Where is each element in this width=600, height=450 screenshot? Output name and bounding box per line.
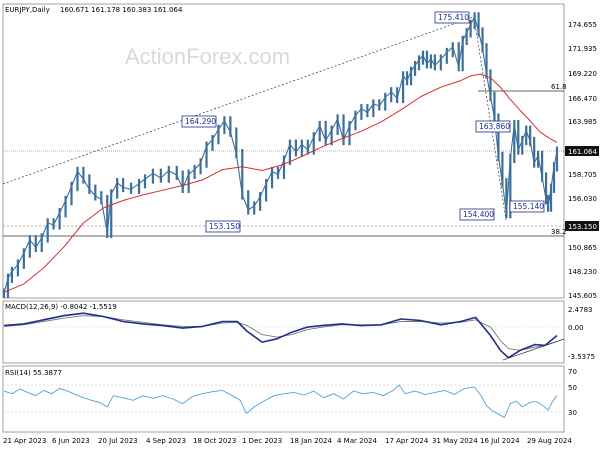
macd-line	[3, 312, 558, 359]
price-tick: 158.705	[568, 171, 597, 179]
macd-panel-frame	[2, 300, 565, 364]
macd-series	[3, 312, 558, 359]
rsi-panel-frame	[2, 365, 565, 433]
rsi-tick: 30	[568, 409, 577, 417]
price-tick: 171.935	[568, 45, 597, 53]
svg-text:175.410: 175.410	[438, 13, 469, 22]
price-tick: 166.470	[568, 95, 597, 103]
fib-38-label: 38.2	[551, 228, 567, 236]
macd-tick: 2.4783	[568, 306, 593, 314]
support-price-tag-text: 153.150	[568, 223, 597, 231]
price-axis: 174.655 171.935 169.220 166.470 163.985 …	[568, 21, 597, 300]
x-tick: 18 Oct 2023	[193, 437, 236, 445]
price-tick: 148.230	[568, 268, 597, 276]
svg-text:164.290: 164.290	[185, 117, 216, 126]
rsi-series	[3, 384, 558, 418]
pivot-label-153150: 153.150	[205, 220, 241, 233]
x-tick: 18 Jan 2024	[290, 437, 333, 445]
current-price-tag-text: 161.064	[568, 148, 597, 156]
price-tick: 174.655	[568, 21, 597, 29]
macd-signal-line	[3, 315, 558, 351]
price-tick: 156.030	[568, 195, 597, 203]
x-tick: 20 Jul 2023	[98, 437, 138, 445]
svg-text:163.860: 163.860	[479, 122, 510, 131]
x-tick: 17 Apr 2024	[385, 437, 429, 445]
pivot-label-164290: 164.290	[181, 115, 217, 128]
macd-tick: -3.5375	[568, 353, 595, 361]
x-tick: 4 Mar 2024	[337, 437, 377, 445]
macd-label: MACD(12,26,9) -0.8042 -1.5519	[5, 303, 117, 311]
x-tick: 1 Dec 2023	[242, 437, 282, 445]
price-tick: 150.865	[568, 244, 597, 252]
x-tick: 4 Sep 2023	[146, 437, 186, 445]
pivot-label-163860: 163.860	[475, 120, 511, 133]
rsi-tick: 50	[568, 384, 577, 392]
sma-series	[3, 73, 558, 293]
svg-text:154.400: 154.400	[463, 210, 494, 219]
macd-divergence-line	[502, 338, 565, 361]
price-tick: 145.605	[568, 292, 597, 300]
x-tick: 29 Aug 2024	[527, 437, 572, 445]
pivot-label-175410: 175.410	[434, 11, 470, 24]
support-price-tag	[565, 221, 599, 231]
rsi-tick: 70	[568, 368, 577, 376]
x-tick: 16 Jul 2024	[480, 437, 520, 445]
svg-text:153.150: 153.150	[209, 222, 240, 231]
x-tick: 6 Jun 2023	[52, 437, 90, 445]
price-tick: 163.985	[568, 118, 597, 126]
x-axis: 21 Apr 2023 6 Jun 2023 20 Jul 2023 4 Sep…	[3, 437, 572, 445]
pivot-label-154400: 154.400	[459, 208, 495, 221]
x-tick: 31 May 2024	[432, 437, 478, 445]
sma-line	[3, 73, 558, 293]
fib-61-label: 61.8	[551, 83, 567, 91]
watermark: ActionForex.com	[125, 44, 290, 69]
ohlc-label: 160.671 161.178 160.383 161.064	[60, 6, 183, 14]
pivot-label-155140: 155.140	[509, 200, 545, 213]
svg-text:155.140: 155.140	[513, 202, 544, 211]
symbol-label: EURJPY,Daily	[5, 6, 50, 14]
x-tick: 21 Apr 2023	[3, 437, 46, 445]
macd-tick: 0.00	[568, 324, 584, 332]
price-line	[3, 16, 558, 294]
price-tick: 169.220	[568, 70, 597, 78]
price-series	[2, 12, 559, 298]
rsi-line	[3, 384, 558, 418]
rsi-label: RSI(14) 55.3877	[5, 369, 62, 377]
current-price-tag	[565, 146, 599, 156]
